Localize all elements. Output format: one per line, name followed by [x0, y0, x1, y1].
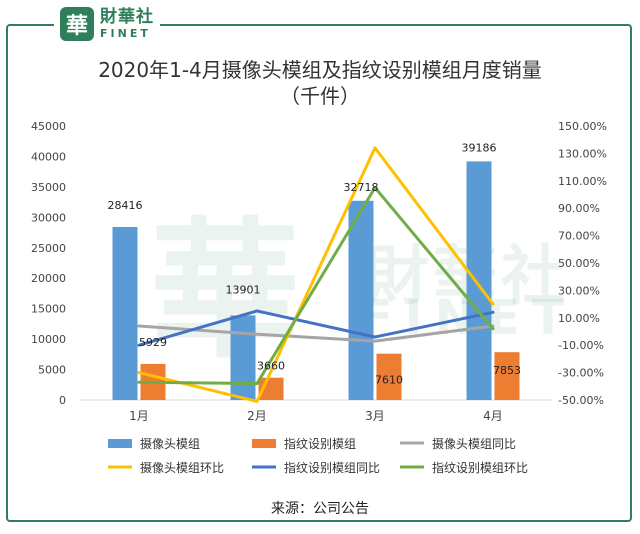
legend-label: 摄像头模组同比 — [432, 436, 516, 451]
bar-0 — [348, 200, 374, 400]
y-left-tick-label: 20000 — [31, 272, 66, 285]
y-left-tick-label: 35000 — [31, 181, 66, 194]
legend-label: 指纹设别模组同比 — [284, 460, 380, 475]
series-line-1 — [137, 146, 495, 403]
y-right-tick-label: -50.00% — [558, 394, 604, 407]
bar-0 — [112, 226, 138, 400]
y-left-tick-label: 25000 — [31, 242, 66, 255]
y-left-tick-label: 15000 — [31, 303, 66, 316]
legend-label: 摄像头模组 — [140, 436, 200, 451]
legend-label: 指纹设别模组环比 — [432, 460, 528, 475]
series-line-3 — [137, 186, 495, 386]
logo-en: FINET — [100, 27, 151, 40]
y-right-tick-label: 30.00% — [558, 284, 600, 297]
y-left-tick-label: 45000 — [31, 120, 66, 133]
y-right-tick-label: 130.00% — [558, 147, 607, 160]
bar-1 — [494, 352, 520, 400]
y-left-tick-label: 40000 — [31, 150, 66, 163]
chart-subtitle: （千件） — [280, 84, 360, 108]
x-tick-label: 4月 — [483, 409, 503, 423]
bar-data-label: 13901 — [226, 283, 261, 296]
series-line-2 — [137, 309, 495, 347]
y-right-tick-label: 110.00% — [558, 175, 607, 188]
bar-data-label: 7853 — [493, 364, 521, 377]
bar-data-label: 39186 — [462, 141, 497, 154]
bar-data-label: 32718 — [344, 181, 379, 194]
y-right-tick-label: 150.00% — [558, 120, 607, 133]
series-line-0 — [137, 324, 495, 343]
y-right-tick-label: -30.00% — [558, 367, 604, 380]
x-tick-label: 3月 — [365, 409, 385, 423]
bar-0 — [230, 315, 256, 400]
finet-logo: 華 財華社 FINET — [54, 4, 160, 44]
legend-label: 指纹设别模组 — [284, 436, 356, 451]
legend-swatch — [108, 439, 132, 448]
y-right-tick-label: 70.00% — [558, 230, 600, 243]
bar-data-label: 5929 — [139, 336, 167, 349]
logo-cn: 財華社 — [100, 7, 154, 27]
y-left-tick-label: 0 — [59, 394, 66, 407]
x-tick-label: 1月 — [129, 409, 149, 423]
bar-1 — [376, 353, 402, 400]
y-right-tick-label: 10.00% — [558, 312, 600, 325]
y-left-tick-label: 5000 — [38, 364, 66, 377]
source-note: 来源：公司公告 — [271, 501, 369, 517]
bar-data-label: 7610 — [375, 374, 403, 387]
y-left-tick-label: 10000 — [31, 333, 66, 346]
y-left-tick-label: 30000 — [31, 211, 66, 224]
legend-label: 摄像头模组环比 — [140, 460, 224, 475]
bar-data-label: 28416 — [108, 199, 143, 212]
chart-title: 2020年1-4月摄像头模组及指纹设别模组月度销量 — [98, 58, 542, 82]
y-right-tick-label: 50.00% — [558, 257, 600, 270]
legend-swatch — [252, 439, 276, 448]
bar-0 — [466, 161, 492, 400]
logo-mark: 華 — [60, 7, 94, 41]
y-right-tick-label: -10.00% — [558, 339, 604, 352]
x-tick-label: 2月 — [247, 409, 267, 423]
bar-data-label: 3660 — [257, 360, 285, 373]
logo-text: 財華社 FINET — [100, 7, 154, 40]
y-right-tick-label: 90.00% — [558, 202, 600, 215]
